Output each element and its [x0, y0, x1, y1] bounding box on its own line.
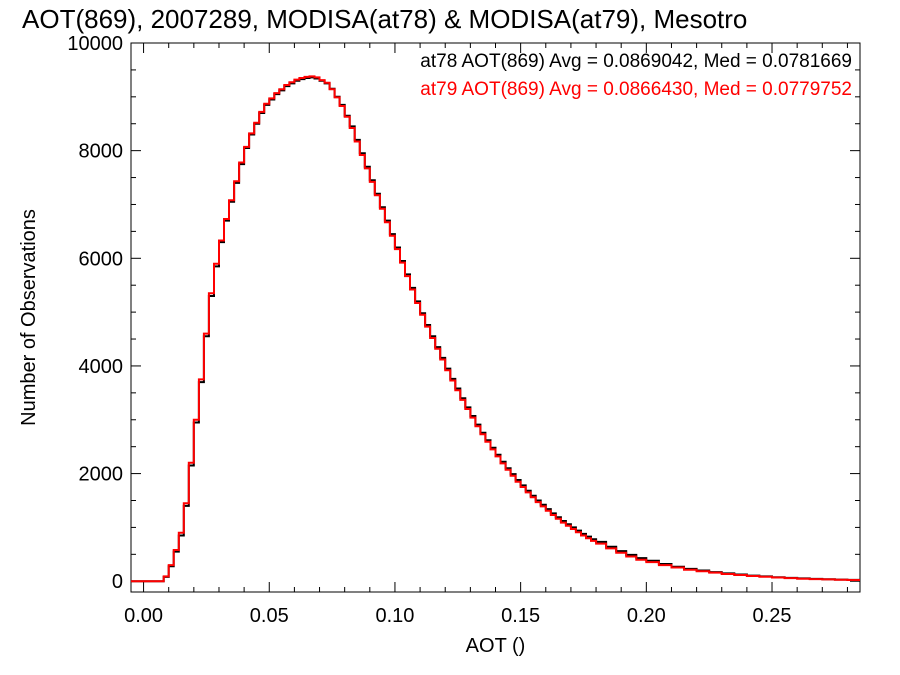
- x-axis-label: AOT (): [466, 635, 526, 657]
- plot-area: 0.00 0.05 0.10 0.15 0.20 0.25 0 2000 4000 6000 80…: [67, 33, 861, 627]
- y-tick-label: 8000: [79, 141, 124, 163]
- plot-frame: [130, 42, 861, 593]
- x-tick-label: 0.25: [753, 605, 792, 627]
- y-tick-label: 2000: [79, 464, 124, 486]
- x-tick-label: 0.10: [375, 605, 414, 627]
- x-tick-label: 0.15: [501, 605, 540, 627]
- y-tick-label: 0: [112, 571, 123, 593]
- x-tick-label: 0.05: [250, 605, 289, 627]
- series-layer: [131, 75, 860, 583]
- x-tick-label: 0.00: [124, 605, 163, 627]
- y-tick-label: 10000: [67, 33, 123, 55]
- series-line-at78: [131, 76, 860, 583]
- legend-entry-at79: at79 AOT(869) Avg = 0.0866430, Med = 0.0…: [420, 79, 852, 100]
- x-tick-label: 0.20: [627, 605, 666, 627]
- series-line-at79: [131, 75, 860, 583]
- chart-title: AOT(869), 2007289, MODISA(at78) & MODISA…: [22, 4, 747, 34]
- x-axis: 0.00 0.05 0.10 0.15 0.20 0.25: [124, 43, 848, 627]
- y-tick-label: 4000: [79, 356, 124, 378]
- legend-entry-at78: at78 AOT(869) Avg = 0.0869042, Med = 0.0…: [420, 51, 852, 72]
- y-tick-label: 6000: [79, 248, 124, 270]
- y-axis: 0 2000 4000 6000 8000 10000: [67, 33, 860, 593]
- y-axis-label: Number of Observations: [18, 209, 40, 426]
